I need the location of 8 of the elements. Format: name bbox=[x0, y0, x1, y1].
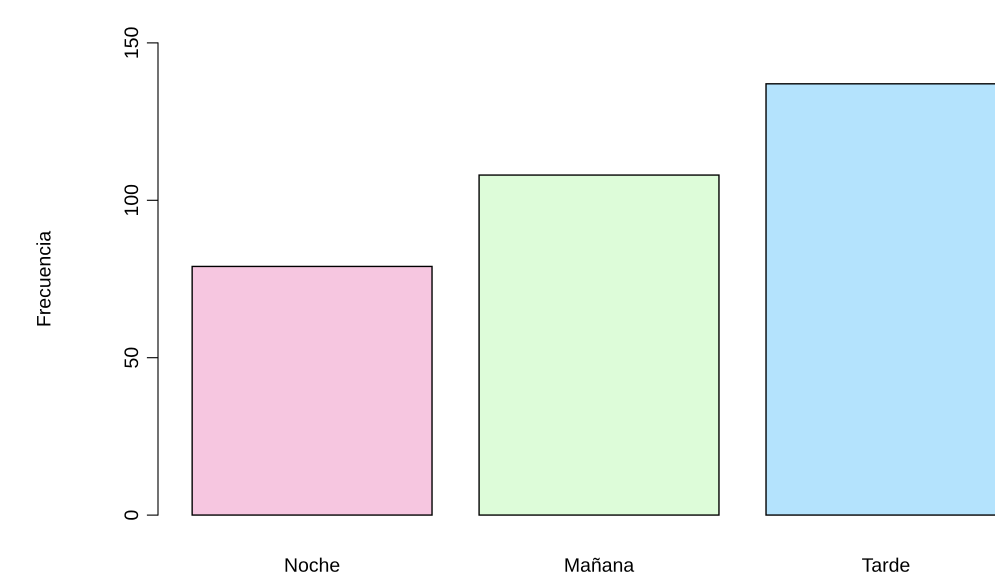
y-tick-label: 50 bbox=[124, 348, 138, 368]
y-axis-title: Frecuencia bbox=[36, 230, 51, 326]
y-tick-label: 0 bbox=[124, 510, 138, 520]
x-tick-label: Noche bbox=[286, 558, 340, 572]
y-tick-label: 150 bbox=[124, 27, 138, 58]
x-tick-label: Tarde bbox=[862, 558, 910, 572]
y-tick-label: 100 bbox=[124, 184, 138, 216]
x-tick-label: Mañana bbox=[565, 558, 634, 572]
